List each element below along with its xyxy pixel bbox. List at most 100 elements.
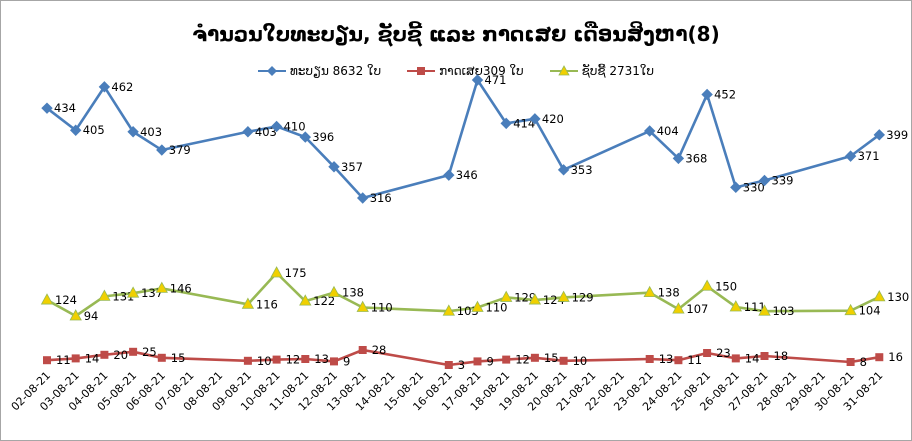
data-point-s0 — [127, 126, 139, 138]
data-point-s1 — [243, 356, 252, 365]
data-label-s1: 9 — [343, 354, 350, 368]
data-label-s1: 3 — [458, 358, 465, 372]
data-point-s1 — [473, 357, 482, 366]
data-point-s0 — [41, 102, 53, 114]
chart-title: ຈຳນວນໃບທະບຽນ, ຊັບຊີ້ ແລະ ກາດເສຍ ເດືອນສິງ… — [192, 22, 720, 46]
data-point-s1 — [100, 350, 109, 359]
data-label-s0: 346 — [456, 168, 478, 182]
data-point-s0 — [500, 117, 512, 130]
data-point-s0 — [443, 169, 455, 181]
data-label-s0: 316 — [370, 191, 392, 205]
data-point-s1 — [530, 353, 539, 362]
data-point-s0 — [529, 113, 541, 125]
data-point-s1 — [272, 355, 281, 364]
data-label-s1: 8 — [860, 355, 867, 369]
data-point-s1 — [330, 357, 338, 366]
data-point-s2 — [557, 290, 570, 302]
data-label-s2: 138 — [658, 286, 680, 300]
data-label-s1: 13 — [314, 352, 329, 366]
data-point-s1 — [645, 355, 654, 363]
legend-item-lost: ກາດເສຍ309 ໃບ — [407, 64, 524, 78]
data-label-s0: 403 — [140, 125, 162, 139]
data-point-s2 — [40, 293, 54, 305]
data-point-s0 — [873, 129, 886, 141]
series-line-0 — [46, 78, 881, 200]
data-label-s1: 11 — [56, 353, 71, 367]
data-point-s2 — [155, 281, 168, 293]
data-point-s2 — [442, 304, 455, 316]
data-label-s2: 146 — [170, 281, 192, 295]
data-point-s2 — [528, 293, 542, 305]
data-label-s0: 357 — [341, 160, 363, 174]
data-label-s1: 15 — [544, 351, 559, 365]
data-point-s2 — [327, 285, 341, 298]
legend-marker-square — [407, 67, 436, 75]
data-point-s0 — [844, 150, 857, 162]
data-point-s1 — [846, 358, 855, 366]
data-label-s0: 399 — [886, 128, 908, 142]
data-label-s2: 124 — [543, 293, 565, 307]
data-point-s2 — [241, 297, 255, 309]
data-point-s0 — [328, 161, 340, 173]
series-line-1 — [46, 348, 880, 367]
data-label-s0: 410 — [284, 119, 306, 133]
data-point-s1 — [358, 346, 367, 354]
data-label-s1: 23 — [716, 346, 731, 360]
data-label-s2: 150 — [715, 279, 737, 293]
data-label-s2: 110 — [371, 301, 393, 315]
data-label-s0: 339 — [772, 173, 794, 187]
legend-marker-diamond — [258, 66, 287, 76]
legend-label-registration: ທະບຽນ 8632 ໃບ — [290, 64, 382, 78]
legend-label-ownership: ຊັບຊີ້ 2731ໃບ — [581, 64, 654, 78]
data-point-s0 — [471, 74, 484, 86]
data-point-s0 — [156, 144, 168, 156]
data-point-s2 — [700, 279, 714, 291]
data-point-s2 — [126, 286, 140, 298]
data-label-s2: 122 — [313, 294, 335, 308]
data-label-s1: 25 — [142, 345, 157, 359]
data-label-s1: 9 — [487, 354, 494, 368]
data-point-s0 — [701, 88, 713, 101]
data-label-s1: 13 — [659, 352, 674, 366]
data-label-s2: 129 — [514, 290, 536, 304]
data-label-s0: 368 — [685, 151, 707, 165]
data-label-s0: 452 — [714, 87, 736, 101]
data-point-s1 — [559, 356, 568, 365]
series-line-2 — [46, 271, 880, 318]
data-label-s1: 12 — [515, 353, 530, 367]
data-point-s2 — [500, 290, 513, 302]
data-point-s0 — [672, 152, 685, 165]
data-point-s0 — [758, 174, 771, 187]
data-point-s1 — [502, 355, 511, 364]
data-point-s1 — [301, 355, 310, 363]
data-label-s1: 11 — [687, 353, 702, 367]
data-point-s2 — [672, 302, 685, 314]
data-point-s2 — [69, 309, 82, 321]
data-label-s1: 10 — [257, 354, 272, 368]
legend-label-lost: ກາດເສຍ309 ໃບ — [439, 64, 524, 78]
data-label-s0: 462 — [111, 80, 133, 94]
data-label-s0: 434 — [54, 101, 76, 115]
data-label-s1: 12 — [286, 353, 301, 367]
data-label-s0: 405 — [83, 123, 105, 137]
data-label-s0: 420 — [542, 112, 564, 126]
data-point-s0 — [356, 192, 369, 204]
data-label-s0: 414 — [513, 116, 535, 130]
data-label-s1: 14 — [85, 351, 100, 365]
data-label-s2: 116 — [256, 297, 278, 311]
data-point-s1 — [43, 356, 51, 365]
data-point-s2 — [758, 304, 771, 316]
data-point-s0 — [299, 131, 312, 143]
data-point-s1 — [129, 347, 138, 356]
data-label-s2: 104 — [859, 304, 881, 318]
data-point-s0 — [69, 124, 82, 136]
data-point-s2 — [729, 300, 742, 312]
data-point-s2 — [844, 303, 857, 316]
data-point-s2 — [356, 300, 369, 312]
data-point-s1 — [674, 356, 683, 365]
data-point-s1 — [444, 361, 453, 369]
data-point-s1 — [703, 349, 712, 357]
legend: ທະບຽນ 8632 ໃບ ກາດເສຍ309 ໃບ ຊັບຊີ້ 2731ໃບ — [0, 64, 912, 78]
data-label-s2: 111 — [744, 300, 766, 314]
